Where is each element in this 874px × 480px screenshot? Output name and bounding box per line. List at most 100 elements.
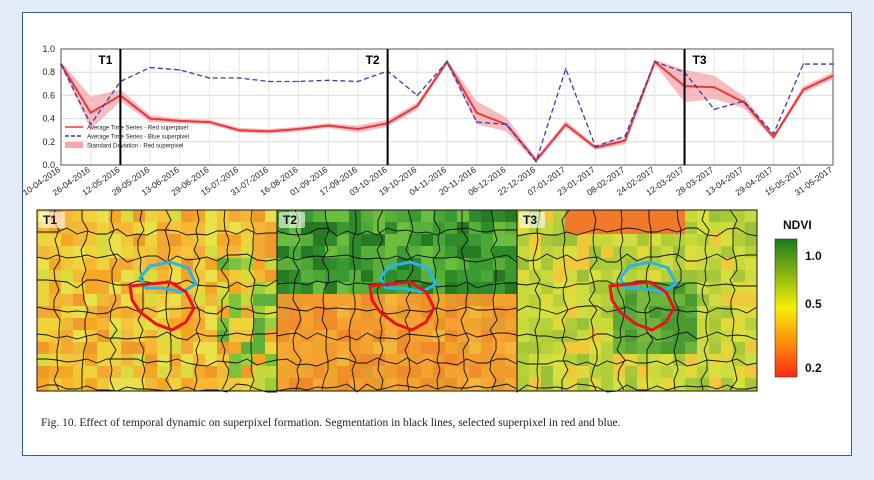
map-cell <box>745 294 757 306</box>
map-cell <box>313 222 325 234</box>
map-cell <box>577 234 589 246</box>
map-cell <box>481 354 493 366</box>
map-cell <box>421 378 433 390</box>
map-cell <box>541 330 553 342</box>
map-cell <box>649 270 661 282</box>
map-cell <box>577 342 589 354</box>
map-cell <box>337 270 349 282</box>
map-cell <box>253 282 265 294</box>
map-cell <box>349 378 361 390</box>
map-cell <box>253 258 265 270</box>
map-cell <box>37 246 49 258</box>
map-cell <box>349 222 361 234</box>
map-cell <box>253 378 265 390</box>
map-cell <box>229 342 241 354</box>
map-cell <box>241 246 253 258</box>
map-cell <box>85 354 97 366</box>
map-cell <box>325 366 337 378</box>
chart-legend: Average Time Series - Red superpixel Aver… <box>65 126 189 150</box>
red-point <box>268 130 270 133</box>
map-cell <box>133 390 145 391</box>
map-cell <box>85 306 97 318</box>
map-cell <box>313 234 325 246</box>
y-tick-label: 0.2 <box>42 137 55 147</box>
map-cell <box>277 234 289 246</box>
map-cell <box>109 258 121 270</box>
map-cell <box>529 270 541 282</box>
map-cell <box>409 222 421 234</box>
map-cell <box>673 378 685 390</box>
map-cell <box>409 378 421 390</box>
map-border <box>516 209 758 392</box>
map-cell <box>505 378 517 390</box>
map-cell <box>397 366 409 378</box>
blue-point <box>772 132 775 135</box>
map-cell <box>541 222 553 234</box>
map-cell <box>661 234 673 246</box>
blue-point <box>416 94 419 97</box>
map-cell <box>313 306 325 318</box>
map-cell <box>61 390 73 391</box>
map-cell <box>733 330 745 342</box>
map-cell <box>73 246 85 258</box>
map-cell <box>553 282 565 294</box>
map-cell <box>217 390 229 391</box>
map-cell <box>721 318 733 330</box>
map-cell <box>625 282 637 294</box>
map-cell <box>493 378 505 390</box>
map-cell <box>433 366 445 378</box>
blue-point <box>327 79 330 82</box>
map-cell <box>49 318 61 330</box>
map-cell <box>733 282 745 294</box>
map-cell <box>433 342 445 354</box>
map-cell <box>109 390 121 391</box>
map-cell <box>745 306 757 318</box>
map-cell <box>301 246 313 258</box>
red-point <box>238 129 240 131</box>
map-cell <box>685 282 697 294</box>
map-cell <box>337 366 349 378</box>
map-cell <box>397 258 409 270</box>
blue-superpixel <box>378 260 438 294</box>
map-cell <box>181 246 193 258</box>
map-cell <box>709 366 721 378</box>
map-cell <box>277 354 289 366</box>
map-cell <box>73 306 85 318</box>
map-cell <box>409 234 421 246</box>
blue-point <box>624 135 626 137</box>
red-point <box>772 136 775 138</box>
map-cell <box>589 378 601 390</box>
map-cell <box>577 294 589 306</box>
map-cell <box>601 270 613 282</box>
map-cell <box>361 258 373 270</box>
map-cell <box>265 294 277 306</box>
map-cell <box>49 270 61 282</box>
map-cell <box>685 342 697 354</box>
map-cell <box>289 294 301 306</box>
map-cell <box>397 246 409 258</box>
map-cell <box>541 378 553 390</box>
map-cell <box>277 270 289 282</box>
map-cell <box>337 294 349 306</box>
red-point <box>713 86 716 89</box>
map-cell <box>325 390 337 391</box>
map-cell <box>529 294 541 306</box>
map-label: T1 <box>43 213 57 227</box>
map-cell <box>133 234 145 246</box>
map-cell <box>157 270 169 282</box>
map-cell <box>601 222 613 234</box>
map-cell <box>361 294 373 306</box>
map-cell <box>433 222 445 234</box>
map-cell <box>469 354 481 366</box>
map-cell <box>337 222 349 234</box>
map-cell <box>61 378 73 390</box>
map-cell <box>169 342 181 354</box>
map-cell <box>61 294 73 306</box>
map-cell <box>565 270 577 282</box>
map-cell <box>493 366 505 378</box>
red-point <box>297 128 300 130</box>
map-cell <box>301 378 313 390</box>
map-cell <box>85 270 97 282</box>
map-cell <box>85 246 97 258</box>
map-cell <box>661 354 673 366</box>
